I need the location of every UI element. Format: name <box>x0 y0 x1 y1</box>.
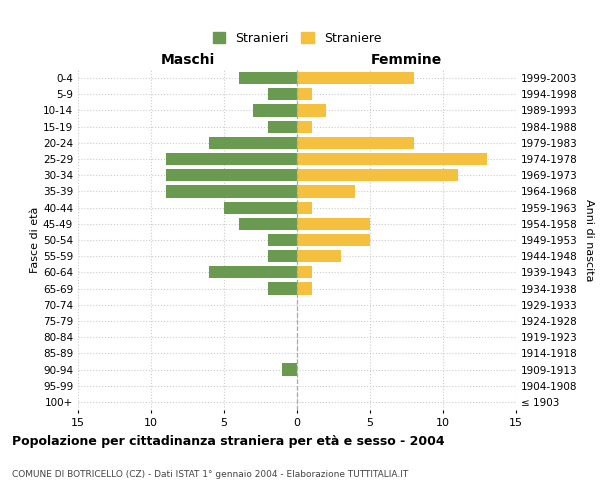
Text: Popolazione per cittadinanza straniera per età e sesso - 2004: Popolazione per cittadinanza straniera p… <box>12 435 445 448</box>
Bar <box>297 120 311 132</box>
Text: Maschi: Maschi <box>160 53 215 67</box>
Legend: Stranieri, Straniere: Stranieri, Straniere <box>213 32 381 45</box>
Y-axis label: Anni di nascita: Anni di nascita <box>584 198 594 281</box>
Bar <box>297 153 487 165</box>
Y-axis label: Fasce di età: Fasce di età <box>30 207 40 273</box>
Bar <box>224 202 297 213</box>
Bar <box>268 88 297 101</box>
Bar <box>297 234 370 246</box>
Bar <box>283 364 297 376</box>
Bar <box>297 72 414 84</box>
Bar <box>297 202 311 213</box>
Bar <box>297 88 311 101</box>
Bar <box>297 137 414 149</box>
Bar <box>209 266 297 278</box>
Bar <box>297 282 311 294</box>
Bar <box>166 169 297 181</box>
Bar <box>268 282 297 294</box>
Bar <box>239 218 297 230</box>
Bar <box>297 266 311 278</box>
Bar <box>239 72 297 84</box>
Bar <box>297 218 370 230</box>
Bar <box>268 234 297 246</box>
Text: COMUNE DI BOTRICELLO (CZ) - Dati ISTAT 1° gennaio 2004 - Elaborazione TUTTITALIA: COMUNE DI BOTRICELLO (CZ) - Dati ISTAT 1… <box>12 470 408 479</box>
Bar <box>253 104 297 117</box>
Bar <box>297 250 341 262</box>
Bar <box>209 137 297 149</box>
Text: Femmine: Femmine <box>371 53 442 67</box>
Bar <box>297 104 326 117</box>
Bar <box>297 169 458 181</box>
Bar <box>297 186 355 198</box>
Bar <box>166 186 297 198</box>
Bar <box>268 250 297 262</box>
Bar <box>268 120 297 132</box>
Bar <box>166 153 297 165</box>
